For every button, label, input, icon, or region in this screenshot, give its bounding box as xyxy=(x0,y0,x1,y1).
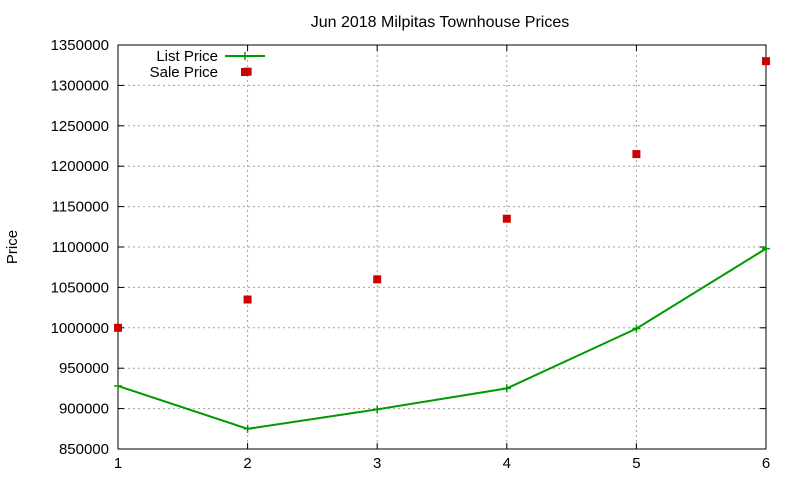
y-tick-label: 1100000 xyxy=(52,239,109,256)
y-tick-label: 850000 xyxy=(59,441,109,458)
y-tick-label: 950000 xyxy=(59,360,109,377)
sale-price-point xyxy=(502,214,511,223)
sale-price-point xyxy=(762,57,770,66)
chart-title: Jun 2018 Milpitas Townhouse Prices xyxy=(311,14,570,31)
sale-price-point xyxy=(632,150,641,159)
y-tick-label: 1000000 xyxy=(51,320,109,337)
x-tick-label: 3 xyxy=(373,455,381,472)
y-tick-label: 1200000 xyxy=(51,158,109,175)
y-tick-label: 900000 xyxy=(59,401,109,418)
list-price-point xyxy=(373,405,382,414)
x-tick-label: 1 xyxy=(114,455,122,472)
list-price-point xyxy=(114,381,122,390)
axis-ticks: 850000 900000 950000 1000000 1050000 1100000 1… xyxy=(51,37,771,472)
list-price-series xyxy=(114,244,770,433)
y-tick-label: 1300000 xyxy=(51,77,109,94)
x-tick-label: 6 xyxy=(762,455,770,472)
x-tick-label: 2 xyxy=(243,455,251,472)
y-tick-label: 1350000 xyxy=(51,37,109,54)
legend-label-list-price: List Price xyxy=(156,48,218,65)
sale-price-point xyxy=(243,295,252,304)
legend-marker-sale-price xyxy=(241,68,249,76)
list-price-point xyxy=(762,244,770,253)
legend-marker-list-price xyxy=(241,52,249,60)
list-price-point xyxy=(502,384,511,393)
list-price-line xyxy=(117,247,767,430)
series-layer xyxy=(114,57,770,433)
list-price-point xyxy=(632,324,641,333)
sale-price-point xyxy=(373,275,382,284)
sale-price-series xyxy=(114,57,770,332)
list-price-point xyxy=(243,424,252,433)
x-tick-label: 5 xyxy=(632,455,640,472)
grid xyxy=(118,45,766,449)
y-tick-label: 1150000 xyxy=(52,199,109,216)
x-tick-label: 4 xyxy=(503,455,511,472)
sale-price-point xyxy=(114,323,122,332)
y-tick-label: 1250000 xyxy=(51,118,109,135)
legend-label-sale-price: Sale Price xyxy=(150,64,218,81)
y-axis-label: Price xyxy=(4,230,21,264)
y-tick-label: 1050000 xyxy=(51,279,109,296)
